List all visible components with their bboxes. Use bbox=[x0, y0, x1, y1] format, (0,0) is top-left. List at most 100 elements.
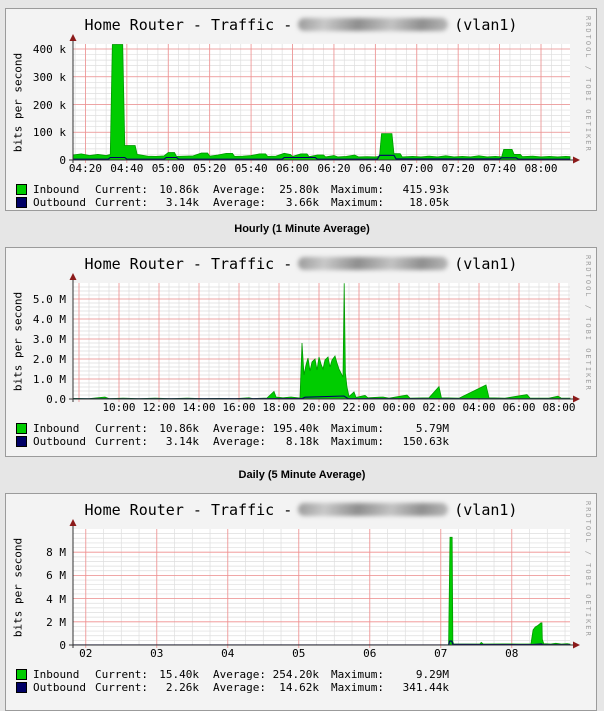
graph-title-prefix: Home Router - Traffic - bbox=[84, 16, 293, 34]
rrdtool-watermark: RRDTOOL / TOBI OETIKER bbox=[584, 255, 592, 392]
legend-maximum-value: 415.93k bbox=[402, 183, 449, 196]
x-tick-label: 06:00 bbox=[502, 401, 536, 414]
x-tick-label: 04:20 bbox=[68, 162, 102, 175]
inbound-swatch bbox=[16, 423, 27, 434]
y-tick-label: 200 k bbox=[32, 98, 66, 112]
graph-title-suffix: (vlan1) bbox=[454, 501, 518, 519]
legend-maximum-label: Maximum: bbox=[331, 435, 384, 448]
x-tick-label: 12:00 bbox=[142, 401, 176, 414]
legend-average-value: 8.18k bbox=[285, 435, 319, 448]
x-axis-ticks: 10:00 12:00 14:00 16:00 18:00 20:00 22:00 00:00… bbox=[73, 401, 575, 416]
legend-average-label: Average: bbox=[213, 183, 266, 196]
legend-row-inbound: Inbound Current: 15.40k Average: 254.20k… bbox=[16, 668, 596, 681]
legend-row-outbound: Outbound Current: 2.26k Average: 14.62k … bbox=[16, 681, 596, 694]
y-tick-label: 300 k bbox=[32, 70, 66, 84]
x-tick-label: 03 bbox=[150, 647, 164, 660]
legend-maximum-label: Maximum: bbox=[331, 183, 384, 196]
legend-current-label: Current: bbox=[95, 668, 148, 681]
x-axis-ticks: 04:20 04:40 05:00 05:20 05:40 06:00 06:20 06:40… bbox=[69, 162, 570, 177]
legend-average-value: 195.40k bbox=[272, 422, 319, 435]
x-tick-label: 06:40 bbox=[358, 162, 392, 175]
graph-title: Home Router - Traffic - (vlan1) bbox=[6, 255, 596, 273]
y-axis-ticks: 0 100 k 200 k 300 k 400 k bbox=[18, 44, 70, 166]
y-axis-ticks: 0.0 1.0 M 2.0 M 3.0 M 4.0 M 5.0 M bbox=[18, 283, 70, 405]
legend-maximum-value: 341.44k bbox=[402, 681, 449, 694]
y-tick-label: 400 k bbox=[32, 43, 66, 56]
y-tick-label: 0.0 bbox=[46, 393, 66, 406]
legend-series-name: Outbound bbox=[33, 681, 86, 694]
y-tick-label: 4 M bbox=[46, 592, 66, 606]
x-tick-label: 07:20 bbox=[441, 162, 475, 175]
y-tick-label: 2.0 M bbox=[32, 353, 66, 366]
legend-current-label: Current: bbox=[95, 435, 148, 448]
legend-current-value: 10.86k bbox=[159, 183, 199, 196]
legend-series-name: Inbound bbox=[33, 183, 80, 196]
x-tick-label: 02:00 bbox=[422, 401, 456, 414]
legend-row-outbound: Outbound Current: 3.14k Average: 8.18k M… bbox=[16, 435, 596, 448]
legend-current-value: 3.14k bbox=[165, 435, 199, 448]
x-tick-label: 08:00 bbox=[542, 401, 576, 414]
x-tick-label: 05:40 bbox=[234, 162, 268, 175]
legend-maximum-value: 150.63k bbox=[402, 435, 449, 448]
legend-current-label: Current: bbox=[95, 681, 148, 694]
x-tick-label: 05:20 bbox=[193, 162, 227, 175]
y-axis-ticks: 0 2 M 4 M 6 M 8 M bbox=[18, 529, 70, 651]
legend-average-label: Average: bbox=[213, 668, 266, 681]
legend-maximum-value: 9.29M bbox=[415, 668, 449, 681]
rrdtool-watermark: RRDTOOL / TOBI OETIKER bbox=[584, 16, 592, 153]
x-tick-label: 16:00 bbox=[222, 401, 256, 414]
traffic-chart-weekly bbox=[69, 519, 580, 649]
traffic-chart-hourly bbox=[69, 34, 580, 164]
graph-panel-daily[interactable]: RRDTOOL / TOBI OETIKER Home Router - Tra… bbox=[5, 247, 597, 457]
x-tick-label: 22:00 bbox=[342, 401, 376, 414]
redacted-host-blur bbox=[298, 503, 449, 516]
legend-row-inbound: Inbound Current: 10.86k Average: 195.40k… bbox=[16, 422, 596, 435]
graph-caption-hourly: Hourly (1 Minute Average) bbox=[234, 223, 370, 235]
inbound-swatch bbox=[16, 184, 27, 195]
graph-panel-hourly[interactable]: RRDTOOL / TOBI OETIKER Home Router - Tra… bbox=[5, 8, 597, 211]
legend-series-name: Inbound bbox=[33, 668, 80, 681]
x-tick-label: 14:00 bbox=[182, 401, 216, 414]
legend-average-label: Average: bbox=[213, 422, 266, 435]
plot-area bbox=[69, 34, 580, 164]
x-tick-label: 04 bbox=[221, 647, 235, 660]
x-tick-label: 05 bbox=[292, 647, 306, 660]
outbound-swatch bbox=[16, 197, 27, 208]
legend-average-value: 254.20k bbox=[272, 668, 319, 681]
x-tick-label: 00:00 bbox=[382, 401, 416, 414]
graph-title-suffix: (vlan1) bbox=[454, 16, 518, 34]
graph-title: Home Router - Traffic - (vlan1) bbox=[6, 16, 596, 34]
legend-maximum-label: Maximum: bbox=[331, 196, 384, 209]
y-tick-label: 100 k bbox=[32, 126, 66, 140]
x-tick-label: 08 bbox=[505, 647, 519, 660]
legend-average-value: 25.80k bbox=[279, 183, 319, 196]
y-tick-label: 2 M bbox=[46, 615, 66, 629]
legend-maximum-label: Maximum: bbox=[331, 668, 384, 681]
graph-panel-weekly[interactable]: RRDTOOL / TOBI OETIKER Home Router - Tra… bbox=[5, 493, 597, 711]
y-tick-label: 5.0 M bbox=[32, 293, 66, 306]
legend-current-value: 15.40k bbox=[159, 668, 199, 681]
graph-title-prefix: Home Router - Traffic - bbox=[84, 255, 293, 273]
y-tick-label: 4.0 M bbox=[32, 313, 66, 326]
graph-body: bits per second 0 100 k 200 k 300 k 400 k 04… bbox=[6, 34, 596, 178]
legend-series-name: Inbound bbox=[33, 422, 80, 435]
legend-average-label: Average: bbox=[213, 435, 266, 448]
legend-maximum-value: 18.05k bbox=[409, 196, 449, 209]
x-tick-label: 04:00 bbox=[462, 401, 496, 414]
x-tick-label: 04:40 bbox=[110, 162, 144, 175]
x-tick-label: 07 bbox=[434, 647, 448, 660]
legend-series-name: Outbound bbox=[33, 196, 86, 209]
graph-caption-daily: Daily (5 Minute Average) bbox=[238, 469, 366, 481]
y-tick-label: 8 M bbox=[46, 546, 66, 560]
legend: Inbound Current: 15.40k Average: 254.20k… bbox=[16, 668, 596, 694]
legend-average-label: Average: bbox=[213, 196, 266, 209]
x-tick-label: 20:00 bbox=[302, 401, 336, 414]
legend-series-name: Outbound bbox=[33, 435, 86, 448]
x-tick-label: 06 bbox=[363, 647, 377, 660]
x-tick-label: 06:00 bbox=[275, 162, 310, 175]
x-axis-ticks: 02 03 04 05 06 07 08 bbox=[73, 648, 570, 662]
x-tick-label: 07:00 bbox=[400, 162, 434, 175]
legend-average-value: 14.62k bbox=[279, 681, 319, 694]
